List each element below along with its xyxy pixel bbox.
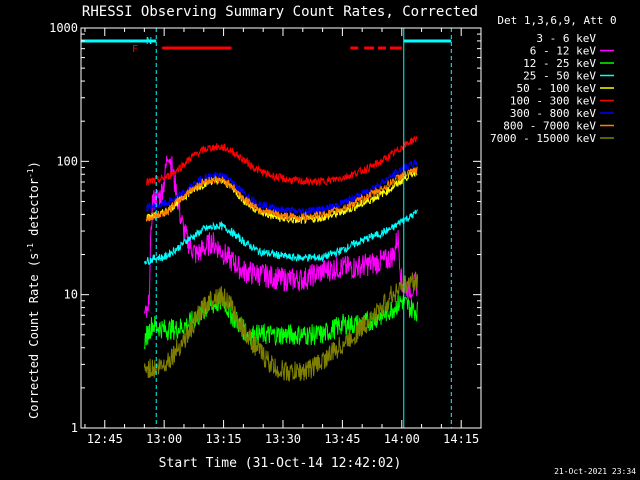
series-line: [143, 155, 419, 318]
series-line: [143, 209, 419, 266]
y-axis-label: Corrected Count Rate (s-1 detector-1): [26, 161, 41, 419]
y-tick-label: 10: [64, 288, 78, 302]
x-tick-label: 13:45: [324, 432, 360, 446]
axes-group: 1 10 100 1000 12:45 13:00 13:15 13:30 13:45 14:00…: [49, 21, 482, 446]
x-tick-label: 14:15: [443, 432, 479, 446]
x-tick-label: 14:00: [384, 432, 420, 446]
legend-label: 100 - 300 keV: [510, 95, 596, 108]
flag-n-label: N: [146, 36, 152, 47]
legend-label: 3 - 6 keV: [536, 32, 596, 45]
legend-label: 25 - 50 keV: [523, 70, 596, 83]
legend-label: 7000 - 15000 keV: [490, 132, 596, 145]
plot-series-group: [143, 136, 419, 382]
x-tick-label: 12:45: [87, 432, 123, 446]
legend-label: 300 - 800 keV: [510, 107, 596, 120]
x-tick-label: 13:00: [146, 432, 182, 446]
timestamp: 21-Oct-2021 23:34: [554, 467, 636, 476]
y-tick-label: 1000: [49, 21, 78, 35]
legend-label: 12 - 25 keV: [523, 57, 596, 70]
series-line: [145, 166, 418, 222]
series-line: [145, 136, 418, 187]
series-line: [146, 159, 418, 216]
series-line: [143, 291, 419, 350]
y-tick-label: 100: [56, 154, 78, 168]
chart-title: RHESSI Observing Summary Count Rates, Co…: [82, 4, 478, 20]
x-axis-label: Start Time (31-Oct-14 12:42:02): [159, 456, 402, 471]
plot-frame: [80, 27, 482, 429]
flag-f-label: F: [132, 44, 138, 55]
series-line: [143, 271, 419, 382]
legend-label: 800 - 7000 keV: [503, 120, 596, 133]
x-tick-label: 13:15: [206, 432, 242, 446]
x-tick-label: 13:30: [265, 432, 301, 446]
y-tick-label: 1: [71, 421, 78, 435]
legend-header: Det 1,3,6,9, Att 0: [497, 14, 616, 27]
legend-label: 50 - 100 keV: [517, 82, 597, 95]
legend-label: 6 - 12 keV: [530, 45, 597, 58]
